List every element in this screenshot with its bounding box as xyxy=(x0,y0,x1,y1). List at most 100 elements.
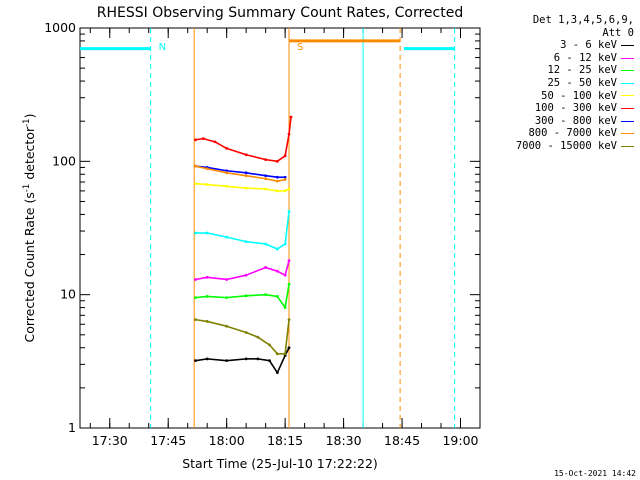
y-tick-label: 1 xyxy=(68,420,76,435)
series-segment xyxy=(284,211,290,245)
series-segment xyxy=(246,174,266,180)
annotation-label: S xyxy=(297,42,303,53)
series-segment xyxy=(265,243,278,250)
legend-swatch xyxy=(621,82,634,84)
series-segment xyxy=(195,276,208,281)
data-point xyxy=(289,115,293,119)
legend-label: 25 - 50 keV xyxy=(547,76,617,89)
series-segment xyxy=(203,137,216,143)
legend-title-line1: Det 1,3,4,5,6,9, xyxy=(532,14,634,26)
legend-label: 6 - 12 keV xyxy=(553,51,617,64)
legend-item: 7000 - 15000 keV xyxy=(478,140,634,153)
legend-label: 800 - 7000 keV xyxy=(528,127,617,140)
series-segment xyxy=(226,274,247,281)
series-segment xyxy=(226,325,247,334)
series-segment xyxy=(226,185,247,189)
legend-item: 25 - 50 keV xyxy=(478,77,634,90)
series-segment xyxy=(276,270,286,276)
x-axis-label: Start Time (25-Jul-10 17:22:22) xyxy=(182,456,378,471)
series-segment xyxy=(226,295,247,299)
data-point xyxy=(287,318,291,322)
series-segment xyxy=(214,141,228,150)
data-point xyxy=(287,259,291,263)
series-segment xyxy=(226,358,247,362)
series-segment xyxy=(226,147,247,156)
legend-item: 12 - 25 keV xyxy=(478,64,634,77)
series-segment xyxy=(284,319,290,354)
series-segment xyxy=(265,293,278,298)
x-tick-label: 18:15 xyxy=(267,433,303,448)
data-point xyxy=(287,282,291,286)
series-segment xyxy=(276,155,286,162)
series-segment xyxy=(284,260,290,276)
legend-swatch xyxy=(621,57,634,59)
series-segment xyxy=(257,336,270,346)
annotation-label: N xyxy=(159,42,166,53)
legend-swatch xyxy=(621,120,634,122)
series-segment xyxy=(207,232,227,238)
series-segment xyxy=(207,167,227,174)
series-segment xyxy=(207,276,227,281)
legend-item: 800 - 7000 keV xyxy=(478,127,634,140)
x-tick-label: 17:45 xyxy=(150,433,186,448)
y-axis-label: Corrected Count Rate (s-1 detector-1) xyxy=(22,114,37,343)
legend-item: 300 - 800 keV xyxy=(478,115,634,128)
series-segment xyxy=(276,243,286,250)
series-segment xyxy=(195,295,208,299)
series-segment xyxy=(206,320,227,327)
series-segment xyxy=(268,344,278,355)
legend-item: 3 - 6 keV xyxy=(478,39,634,52)
series-segment xyxy=(195,165,208,170)
series-segment xyxy=(207,166,227,172)
series-segment xyxy=(284,133,290,156)
series-segment xyxy=(226,172,247,177)
series-segment xyxy=(257,358,270,362)
series-segment xyxy=(245,266,266,276)
legend-swatch xyxy=(621,107,634,109)
series-segment xyxy=(268,360,279,374)
legend-item: 100 - 300 keV xyxy=(478,102,634,115)
series-segment xyxy=(276,355,286,374)
legend-label: 50 - 100 keV xyxy=(541,89,617,102)
y-tick-label: 1000 xyxy=(44,20,76,35)
legend-swatch xyxy=(621,145,634,147)
legend-label: 12 - 25 keV xyxy=(547,64,617,77)
legend-label: 100 - 300 keV xyxy=(534,102,617,115)
legend-swatch xyxy=(621,133,634,135)
series-segment xyxy=(246,240,266,245)
data-point xyxy=(287,210,291,213)
series-segment xyxy=(276,295,286,309)
legend-swatch xyxy=(621,95,634,97)
series-segment xyxy=(284,283,290,308)
series-segment xyxy=(207,295,227,299)
series-segment xyxy=(226,169,247,174)
series-segment xyxy=(265,188,278,192)
legend-item: 6 - 12 keV xyxy=(478,52,634,65)
legend-swatch xyxy=(621,44,634,46)
y-tick-label: 10 xyxy=(60,287,76,302)
series-segment xyxy=(246,172,266,177)
data-point xyxy=(283,175,287,179)
x-tick-label: 18:45 xyxy=(384,433,420,448)
x-tick-label: 18:30 xyxy=(326,433,362,448)
legend-label: 300 - 800 keV xyxy=(534,114,617,127)
series-segment xyxy=(246,293,266,297)
series-segment xyxy=(265,174,278,179)
series-segment xyxy=(265,158,278,163)
data-point xyxy=(283,178,287,181)
legend-item: 50 - 100 keV xyxy=(478,90,634,103)
series-segment xyxy=(246,187,266,190)
chart-title: RHESSI Observing Summary Count Rates, Co… xyxy=(97,5,463,21)
series-segment xyxy=(265,177,278,182)
data-point xyxy=(287,346,291,350)
series-segment xyxy=(265,266,278,272)
legend-label: 7000 - 15000 keV xyxy=(515,139,617,152)
legend-label: 3 - 6 keV xyxy=(560,39,617,52)
y-tick-label: 100 xyxy=(52,153,76,168)
x-tick-label: 18:00 xyxy=(209,433,245,448)
legend-swatch xyxy=(621,70,634,72)
x-tick-label: 17:30 xyxy=(92,433,128,448)
series-segment xyxy=(195,358,208,362)
series-segment xyxy=(288,116,292,135)
